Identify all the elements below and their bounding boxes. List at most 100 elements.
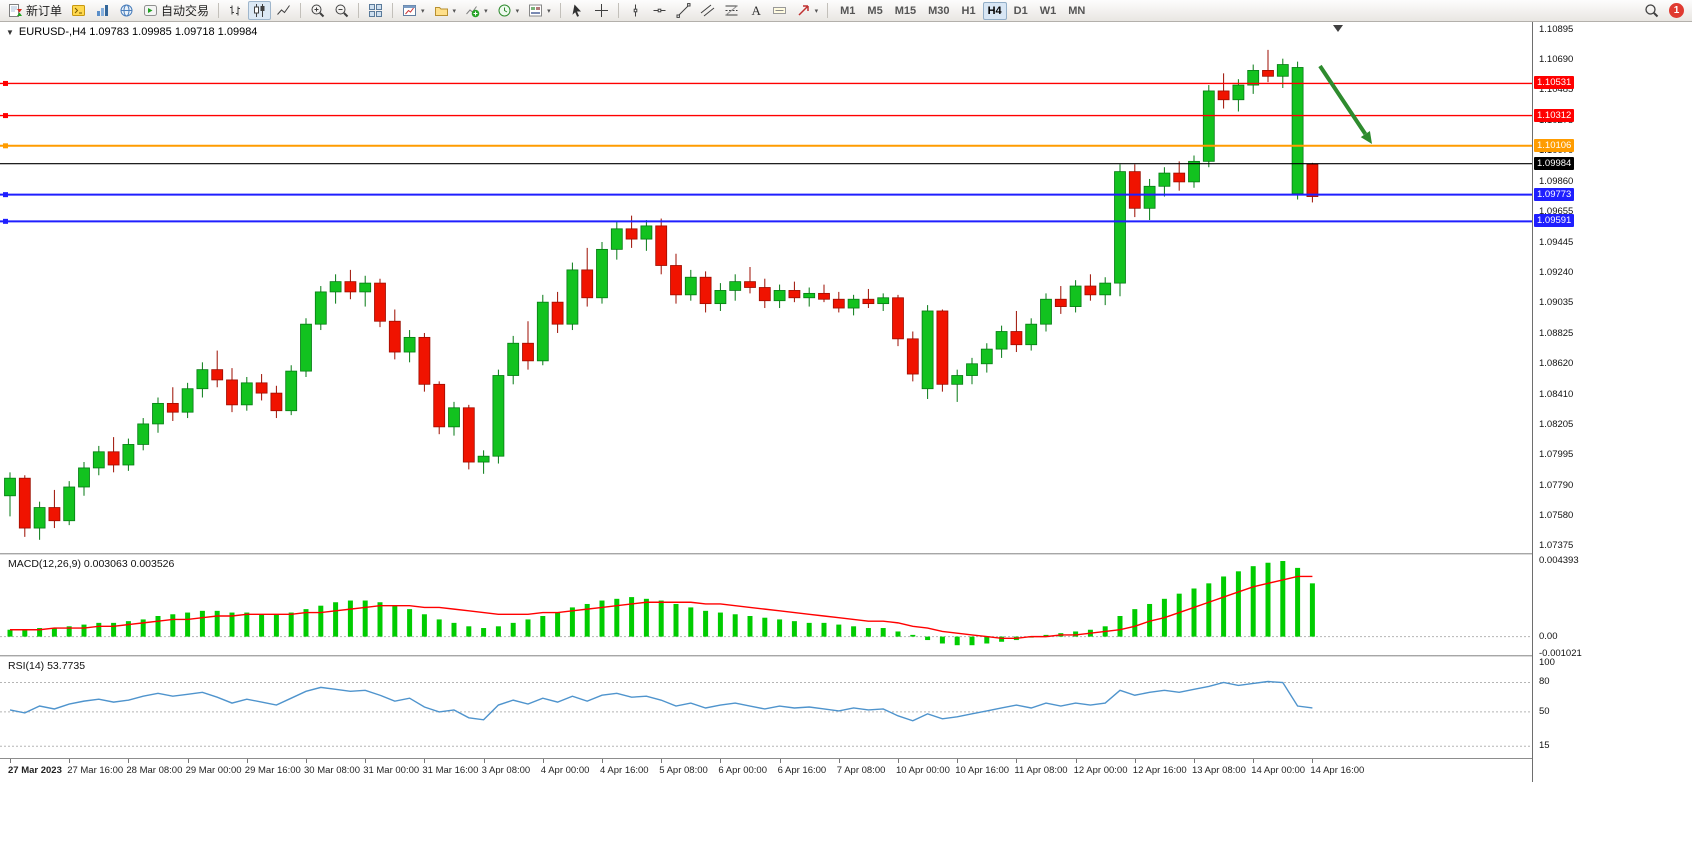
candle-body (744, 281, 756, 288)
candle-body (462, 407, 475, 463)
metaeditor-button[interactable] (67, 1, 90, 20)
level-handle[interactable] (3, 113, 8, 119)
time-axis-label: 29 Mar 00:00 (185, 765, 242, 776)
periods-button[interactable]: ▾ (493, 1, 524, 20)
time-axis-label: 11 Apr 08:00 (1014, 765, 1068, 776)
time-axis-label: 14 Apr 16:00 (1310, 765, 1365, 776)
label-button[interactable] (768, 1, 791, 20)
price-chart-canvas[interactable] (0, 22, 1532, 553)
macd-panel[interactable]: MACD(12,26,9) 0.003063 0.003526 (0, 555, 1532, 655)
timeframe-button-h4[interactable]: H4 (982, 1, 1007, 20)
candle-body (995, 331, 1008, 350)
collapse-chart-icon[interactable]: ▼ (6, 27, 14, 37)
candlestick-chart-icon (252, 3, 267, 18)
notification-badge[interactable]: 1 (1669, 3, 1684, 18)
crosshair-button[interactable] (590, 1, 613, 20)
tile-windows-button[interactable] (364, 1, 387, 20)
candle-body (285, 370, 298, 412)
candle-body (847, 298, 860, 309)
rsi-panel[interactable]: RSI(14) 53.7735 (0, 657, 1532, 758)
timeframe-button-mn[interactable]: MN (1068, 4, 1086, 17)
horizontal-line-button[interactable] (648, 1, 671, 20)
text-button[interactable]: A (744, 1, 767, 20)
candle-body (33, 507, 46, 529)
candle-body (240, 382, 253, 406)
candle-body (625, 228, 638, 240)
level-handle[interactable] (3, 80, 8, 86)
new-chart-button[interactable]: ▾ (398, 1, 429, 20)
time-axis-label: 27 Mar 2023 (8, 765, 62, 776)
time-axis-label: 7 Apr 08:00 (836, 765, 886, 776)
templates-button[interactable]: ▾ (524, 1, 555, 20)
zoom-in-button[interactable] (306, 1, 329, 20)
candle-body (1084, 285, 1097, 296)
market-watch-button[interactable] (91, 1, 114, 20)
rsi-axis-tick: 15 (1539, 740, 1550, 752)
channel-button[interactable] (696, 1, 719, 20)
candle-body (196, 369, 209, 390)
price-level-tag[interactable]: 1.09984 (1534, 156, 1575, 170)
time-axis-tick (1194, 759, 1195, 763)
price-chart-panel[interactable]: ▼ EURUSD-,H4 1.09783 1.09985 1.09718 1.0… (0, 22, 1532, 553)
trendline-button[interactable] (672, 1, 695, 20)
price-level-tag[interactable]: 1.10531 (1534, 76, 1575, 90)
panel-splitter[interactable] (0, 553, 1692, 555)
level-handle[interactable] (3, 192, 8, 198)
price-level-tag[interactable]: 1.09773 (1534, 187, 1575, 201)
time-axis-tick (898, 759, 899, 763)
timeframe-button-m30[interactable]: M30 (928, 4, 950, 17)
candle-body (581, 269, 594, 299)
toolbar-separator (392, 3, 394, 18)
price-level-tag[interactable]: 1.10106 (1534, 138, 1575, 152)
fibonacci-button[interactable] (720, 1, 743, 20)
indicators-button[interactable]: ▾ (461, 1, 492, 20)
timeframe-button-m15[interactable]: M15 (894, 4, 917, 17)
price-level-tag[interactable]: 1.10312 (1534, 108, 1575, 122)
time-axis[interactable]: 27 Mar 2023 27 Mar 16:00 28 Mar 08:00 29 Ma… (0, 759, 1692, 782)
chevron-down-icon: ▾ (515, 7, 520, 15)
vertical-line-button[interactable] (624, 1, 647, 20)
arrows-button[interactable]: ▾ (792, 1, 823, 20)
level-handle[interactable] (3, 218, 8, 224)
trend-arrow[interactable] (1318, 64, 1368, 136)
metaeditor-icon (71, 3, 86, 18)
candle-body (921, 310, 934, 390)
macd-axis-tick: 0.00 (1539, 630, 1558, 642)
panel-splitter[interactable] (0, 655, 1692, 657)
timeframe-button-h1[interactable]: H1 (961, 4, 976, 17)
chart-window: ▼ EURUSD-,H4 1.09783 1.09985 1.09718 1.0… (0, 22, 1692, 846)
price-level-tag[interactable]: 1.09591 (1534, 214, 1575, 228)
timeframe-button-m5[interactable]: M5 (867, 4, 883, 17)
zoom-in-icon (310, 3, 325, 18)
rsi-axis-tick: 100 (1539, 656, 1555, 668)
price-axis[interactable]: 1.108951.106901.104851.102751.100701.098… (1532, 22, 1692, 782)
new-order-button[interactable]: 新订单 (4, 1, 66, 20)
time-axis-tick (187, 759, 189, 763)
candle-body (1232, 84, 1245, 101)
timeframe-button-w1[interactable]: W1 (1039, 4, 1057, 17)
svg-text:A: A (751, 3, 761, 18)
timeframe-button-m1[interactable]: M1 (840, 4, 856, 17)
candle-body (1025, 323, 1038, 346)
candle-body (1099, 282, 1112, 296)
price-axis-tick: 1.10485 (1539, 84, 1574, 96)
candle-body (344, 281, 357, 293)
autotrading-button[interactable]: 自动交易 (139, 1, 213, 20)
chart-shift-marker[interactable] (1333, 25, 1343, 32)
candle-body (596, 248, 608, 299)
trend-arrow-head[interactable] (1360, 130, 1372, 144)
search-button[interactable] (1640, 1, 1663, 20)
profiles-button[interactable]: ▾ (430, 1, 461, 20)
market-watch-icon (95, 3, 110, 18)
timeframe-button-d1[interactable]: D1 (1013, 4, 1028, 17)
bar-chart-button[interactable] (224, 1, 247, 20)
zoom-out-button[interactable] (330, 1, 353, 20)
candle-body (359, 282, 372, 293)
candlestick-chart-button[interactable] (248, 1, 272, 20)
candle-body (166, 402, 179, 413)
level-handle[interactable] (3, 143, 8, 149)
candle-body (137, 423, 150, 445)
navigator-button[interactable] (115, 1, 138, 20)
cursor-button[interactable] (566, 1, 589, 20)
line-chart-button[interactable] (272, 1, 295, 20)
